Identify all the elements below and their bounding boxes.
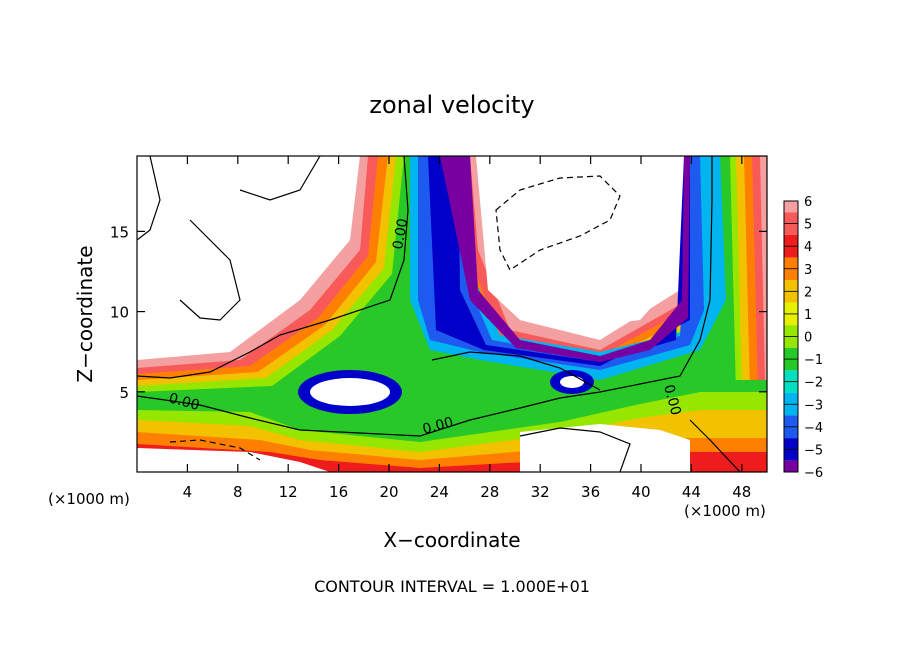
x-tick-label: 20 (379, 483, 398, 501)
colorbar-swatch (784, 460, 798, 472)
y-axis: 5 10 15 (110, 223, 767, 402)
colorbar-swatch (784, 280, 798, 292)
x-tick-label: 44 (682, 483, 701, 501)
x-tick-label: 28 (480, 483, 499, 501)
colorbar-tick-label: 3 (804, 263, 812, 278)
y-axis-label: Z−coordinate (73, 245, 97, 382)
heatmap-field (137, 156, 767, 472)
colorbar-tick-label: −3 (804, 398, 823, 413)
contour-interval-footer: CONTOUR INTERVAL = 1.000E+01 (314, 577, 590, 596)
x-tick-label: 48 (732, 483, 751, 501)
x-axis: 4 8 12 16 20 24 28 32 36 40 44 48 (183, 156, 751, 501)
colorbar-swatch (784, 438, 798, 450)
colorbar-tick-label: −4 (804, 421, 823, 436)
colorbar-swatch (784, 392, 798, 405)
colorbar-tick-label: −6 (804, 466, 823, 481)
colorbar: 6 5 4 3 2 1 0 −1 −2 −3 −4 −5 −6 (783, 195, 823, 481)
x-axis-label: X−coordinate (383, 528, 520, 552)
contour-lines (137, 156, 741, 472)
x-tick-label: 12 (279, 483, 298, 501)
colorbar-swatch (784, 336, 798, 348)
colorbar-swatch (784, 201, 798, 213)
colorbar-swatch (784, 302, 798, 314)
x-axis-units-right: (×1000 m) (684, 502, 766, 520)
colorbar-swatch (784, 291, 798, 303)
colorbar-swatch (784, 415, 798, 427)
colorbar-swatch (784, 223, 798, 235)
x-tick-label: 32 (531, 483, 550, 501)
colorbar-swatch (784, 404, 798, 416)
colorbar-tick-label: −1 (804, 353, 823, 368)
colorbar-swatch (784, 449, 798, 461)
colorbar-swatch (784, 246, 798, 258)
contour-label: 0.00 (660, 383, 684, 417)
x-axis-units-left: (×1000 m) (48, 490, 130, 508)
colorbar-swatch (784, 381, 798, 393)
colorbar-swatch (784, 347, 798, 360)
x-tick-label: 36 (581, 483, 600, 501)
colorbar-tick-label: −2 (804, 376, 823, 391)
x-tick-label: 40 (631, 483, 650, 501)
colorbar-tick-label: 2 (804, 285, 812, 300)
contour-label: 0.00 (390, 217, 411, 250)
plot-frame (136, 155, 768, 473)
y-tick-label: 15 (110, 223, 129, 241)
colorbar-swatch (784, 325, 798, 337)
colorbar-swatch (784, 426, 798, 439)
x-tick-label: 8 (233, 483, 243, 501)
colorbar-swatch (784, 359, 798, 371)
colorbar-swatch (784, 313, 798, 326)
x-tick-label: 16 (329, 483, 348, 501)
colorbar-tick-label: 5 (804, 218, 812, 233)
x-tick-label: 4 (183, 483, 193, 501)
colorbar-tick-label: 6 (804, 195, 812, 210)
colorbar-swatch (784, 257, 798, 269)
chart-title: zonal velocity (369, 91, 534, 119)
colorbar-tick-label: −5 (804, 443, 823, 458)
colorbar-swatch (784, 268, 798, 281)
colorbar-tick-label: 1 (804, 308, 812, 323)
colorbar-swatch (784, 234, 798, 247)
y-tick-label: 5 (119, 384, 129, 402)
contour-label-group: 0.00 0.00 0.00 0.00 (167, 217, 684, 438)
colorbar-tick-label: 4 (804, 240, 812, 255)
contour-label: 0.00 (167, 390, 201, 414)
colorbar-swatch (784, 370, 798, 382)
colorbar-tick-label: 0 (804, 331, 812, 346)
colorbar-swatch (784, 212, 798, 224)
contour-label: 0.00 (421, 414, 455, 438)
y-tick-label: 10 (110, 304, 129, 322)
x-tick-label: 24 (430, 483, 449, 501)
